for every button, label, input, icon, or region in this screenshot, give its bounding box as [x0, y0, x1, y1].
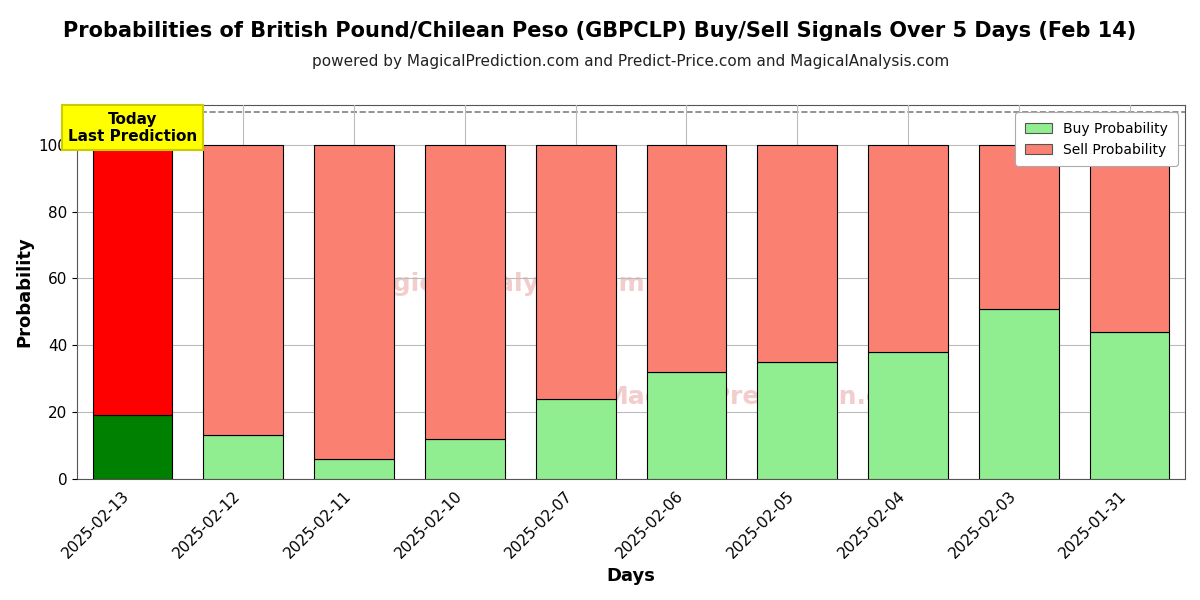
Bar — [204, 145, 283, 436]
Bar — [425, 145, 505, 439]
Bar — [757, 145, 838, 362]
Legend: Buy Probability, Sell Probability: Buy Probability, Sell Probability — [1015, 112, 1178, 166]
X-axis label: Days: Days — [607, 567, 655, 585]
Y-axis label: Probability: Probability — [14, 236, 32, 347]
Text: MagicalAnalysis.com: MagicalAnalysis.com — [352, 272, 646, 296]
Bar — [92, 415, 173, 479]
Bar — [314, 145, 394, 459]
Text: Today
Last Prediction: Today Last Prediction — [68, 112, 197, 144]
Bar — [1090, 145, 1170, 332]
Bar — [536, 145, 616, 398]
Bar — [868, 145, 948, 352]
Bar — [757, 362, 838, 479]
Text: MagicalPrediction.com: MagicalPrediction.com — [604, 385, 925, 409]
Title: powered by MagicalPrediction.com and Predict-Price.com and MagicalAnalysis.com: powered by MagicalPrediction.com and Pre… — [312, 54, 949, 69]
Bar — [647, 145, 726, 372]
Bar — [979, 145, 1058, 308]
Bar — [425, 439, 505, 479]
Bar — [1090, 332, 1170, 479]
Bar — [204, 436, 283, 479]
Bar — [92, 145, 173, 415]
Bar — [868, 352, 948, 479]
Text: Probabilities of British Pound/Chilean Peso (GBPCLP) Buy/Sell Signals Over 5 Day: Probabilities of British Pound/Chilean P… — [64, 21, 1136, 41]
Bar — [979, 308, 1058, 479]
Bar — [536, 398, 616, 479]
Bar — [314, 459, 394, 479]
Bar — [647, 372, 726, 479]
